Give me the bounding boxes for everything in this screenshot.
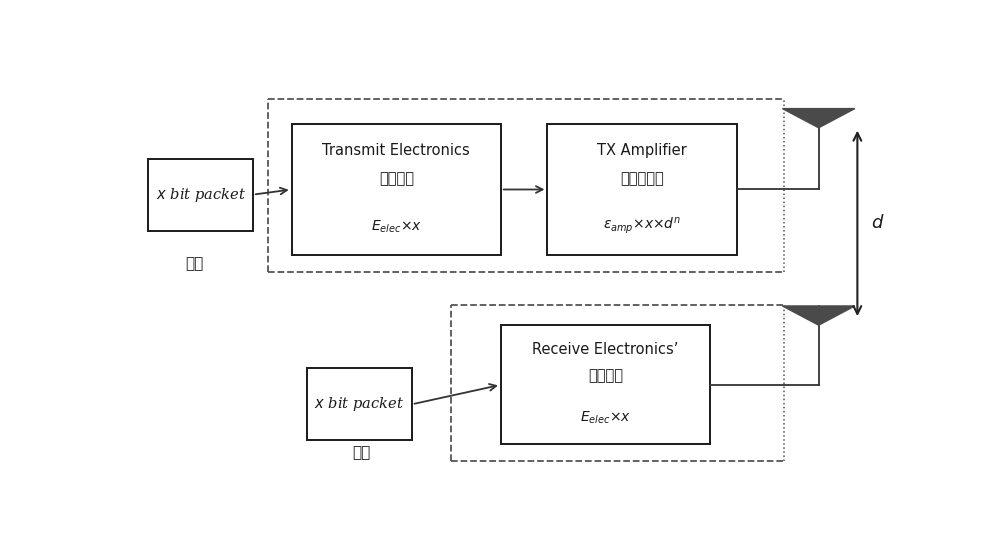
Bar xyxy=(148,159,253,231)
Text: 报文: 报文 xyxy=(352,445,370,460)
Bar xyxy=(292,124,501,255)
Text: 发射电路: 发射电路 xyxy=(379,171,414,186)
Text: $d$: $d$ xyxy=(871,215,885,232)
Polygon shape xyxy=(782,306,855,325)
Text: $E_{elec}$$\times$$x$: $E_{elec}$$\times$$x$ xyxy=(371,218,422,234)
Text: Transmit Electronics: Transmit Electronics xyxy=(322,143,470,158)
Bar xyxy=(547,124,737,255)
Text: 发射放大器: 发射放大器 xyxy=(620,171,664,186)
Polygon shape xyxy=(782,108,855,128)
Text: $x$ bit packet: $x$ bit packet xyxy=(314,395,404,413)
Text: Receive Electronics’: Receive Electronics’ xyxy=(532,342,679,357)
Text: $x$ bit packet: $x$ bit packet xyxy=(156,186,246,203)
Text: $\varepsilon_{amp}$$\times$$x$$\times$$d^{n}$: $\varepsilon_{amp}$$\times$$x$$\times$$d… xyxy=(603,216,681,237)
Text: TX Amplifier: TX Amplifier xyxy=(597,143,687,158)
Text: $E_{elec}$$\times$$x$: $E_{elec}$$\times$$x$ xyxy=(580,410,631,426)
Text: 接收电路: 接收电路 xyxy=(588,368,623,383)
Text: 报文: 报文 xyxy=(186,256,204,271)
Bar xyxy=(501,325,710,444)
Bar xyxy=(307,368,412,441)
